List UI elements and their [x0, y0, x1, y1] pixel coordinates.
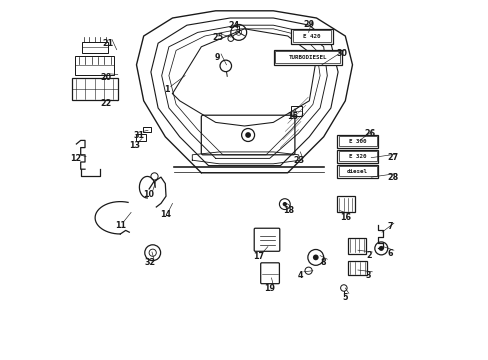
Text: 5: 5	[342, 292, 347, 302]
Bar	[337, 135, 377, 148]
Text: 31: 31	[134, 130, 144, 139]
Bar	[290, 106, 302, 116]
Text: 27: 27	[386, 153, 398, 162]
Bar	[136, 134, 145, 141]
Text: 7: 7	[387, 222, 392, 231]
Text: 10: 10	[143, 190, 154, 199]
Bar	[347, 238, 366, 254]
Bar	[72, 78, 118, 100]
Text: 24: 24	[228, 21, 239, 30]
Bar	[338, 136, 376, 146]
Text: 4: 4	[297, 271, 303, 280]
Text: 30: 30	[336, 49, 346, 58]
Text: 15: 15	[287, 112, 298, 121]
Text: 18: 18	[282, 206, 293, 215]
Bar	[75, 56, 114, 75]
FancyBboxPatch shape	[260, 263, 279, 284]
Bar	[338, 151, 376, 161]
Circle shape	[312, 255, 318, 260]
Bar	[347, 261, 366, 275]
Bar	[336, 196, 354, 212]
Text: 20: 20	[100, 73, 111, 82]
Text: 14: 14	[160, 210, 170, 219]
Circle shape	[244, 132, 250, 138]
Circle shape	[374, 242, 387, 255]
Circle shape	[144, 245, 160, 261]
Text: 29: 29	[303, 20, 313, 29]
Text: 26: 26	[364, 129, 375, 138]
Circle shape	[305, 267, 311, 274]
Bar	[81, 42, 108, 53]
Text: 11: 11	[115, 220, 125, 230]
Text: 21: 21	[102, 39, 114, 48]
Text: 9: 9	[214, 53, 220, 62]
Bar	[338, 166, 376, 176]
Bar	[337, 150, 377, 163]
Bar	[142, 127, 151, 132]
Text: TURBODIESEL: TURBODIESEL	[288, 55, 326, 60]
Text: E 420: E 420	[303, 34, 320, 39]
Circle shape	[340, 285, 346, 291]
Text: 12: 12	[70, 154, 81, 163]
Text: diesel: diesel	[346, 169, 367, 174]
Text: 25: 25	[211, 33, 223, 42]
Text: 6: 6	[387, 249, 392, 258]
Text: 8: 8	[320, 258, 326, 267]
Text: E 300: E 300	[348, 139, 366, 144]
Circle shape	[307, 249, 323, 265]
Bar	[273, 50, 341, 65]
Text: 17: 17	[253, 252, 264, 261]
Text: 28: 28	[386, 173, 398, 181]
Circle shape	[378, 246, 383, 251]
Text: 23: 23	[292, 156, 304, 165]
Text: 16: 16	[340, 213, 351, 222]
Bar	[337, 165, 377, 178]
Text: 1: 1	[164, 85, 169, 94]
Text: 2: 2	[365, 251, 371, 260]
Text: 22: 22	[100, 99, 111, 108]
Text: 32: 32	[144, 258, 155, 266]
Text: 13: 13	[129, 141, 140, 150]
Text: 19: 19	[264, 284, 275, 293]
Bar	[291, 29, 332, 44]
Text: 3: 3	[365, 271, 371, 280]
Circle shape	[282, 202, 286, 206]
Text: E 320: E 320	[348, 154, 366, 159]
FancyBboxPatch shape	[254, 228, 279, 251]
Bar	[275, 51, 340, 63]
Bar	[292, 30, 330, 42]
